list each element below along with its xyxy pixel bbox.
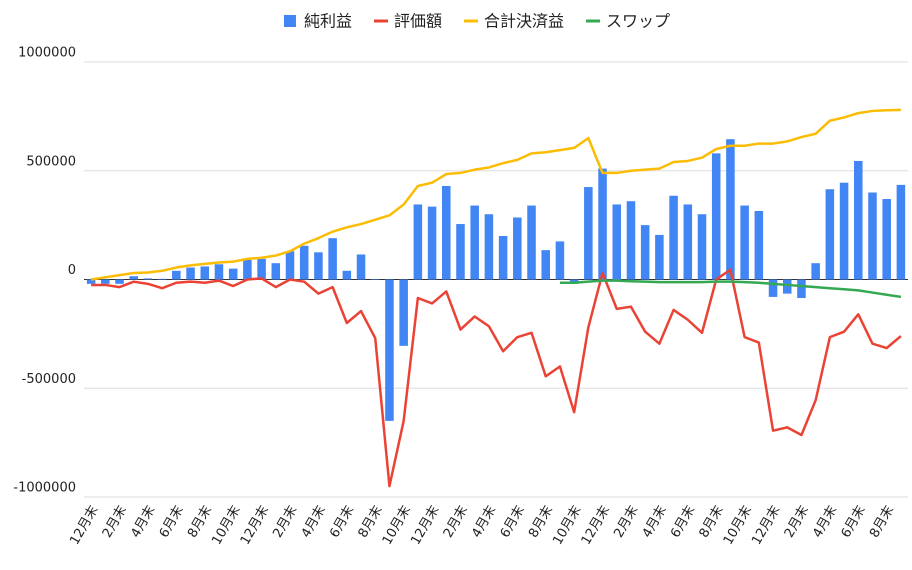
bar [157,278,167,280]
x-tick-label: 4月末 [128,503,158,540]
x-tick-label: 8月末 [185,503,215,540]
bar [811,263,820,280]
bar [129,276,138,280]
x-tick-label: 2月末 [782,503,812,540]
bar [754,210,764,280]
x-tick-label: 8月末 [356,503,386,540]
bar [640,225,650,280]
legend-label: 評価額 [394,12,442,31]
bar [243,259,252,280]
bar [868,192,877,280]
bar [399,279,408,346]
x-tick-label: 6月末 [839,503,869,540]
bar [498,236,508,280]
bar [527,205,536,280]
line [91,268,902,488]
bar [839,182,849,280]
bar [768,279,778,297]
bar [86,279,96,284]
bar [456,224,465,280]
bar [470,205,479,280]
x-tick-label: 2月末 [270,503,300,540]
x-tick-label: 4月末 [640,503,670,540]
x-tick-label: 6月末 [498,503,528,540]
x-tick-label: 8月末 [526,503,556,540]
line [559,279,902,299]
bar [285,251,295,280]
x-tick-label: 12月末 [67,503,101,547]
bar [413,204,423,280]
x-tick-label: 8月末 [697,503,727,540]
bar [555,241,565,280]
bar [854,160,863,280]
bar [740,205,749,280]
x-tick-label: 12月末 [579,503,613,547]
x-tick-label: 4月末 [299,503,329,540]
bar [697,214,707,280]
x-tick-label: 4月末 [469,503,499,540]
line [90,108,901,281]
x-tick-label: 12月末 [749,503,783,547]
y-tick-label: -1000000 [13,481,76,496]
legend-label: 合計決済益 [484,12,564,31]
bar [442,185,451,280]
bar [669,195,678,280]
y-tick-label: 0 [68,263,76,278]
bar [513,217,522,280]
bar [143,278,153,280]
bar [115,279,124,284]
x-tick-label: 6月末 [157,503,187,540]
bar [427,206,437,280]
x-tick-label: 4月末 [810,503,840,540]
bar [541,250,550,280]
bar [655,234,664,280]
bar [257,258,266,280]
bar [726,139,735,280]
bar [825,189,835,280]
x-tick-label: 2月末 [100,503,130,540]
bar [271,263,281,280]
bar [598,168,607,280]
bar [683,204,693,280]
x-tick-label: 8月末 [867,503,897,540]
bar [356,254,366,280]
bar [385,279,394,421]
bar [484,214,494,280]
bar [782,279,792,294]
bar [612,204,622,280]
bar [228,268,238,280]
bar [896,184,906,280]
y-tick-label: 500000 [26,154,76,169]
bar [342,270,352,280]
bar [797,279,806,298]
legend-label: 純利益 [304,12,352,31]
x-tick-label: 12月末 [408,503,442,547]
legend-label: スワップ [606,12,670,31]
bar [314,252,323,280]
x-tick-label: 2月末 [611,503,641,540]
legend-icon [283,15,296,27]
bar [584,187,593,280]
bar [299,245,309,280]
bar [711,153,721,280]
bar [626,201,636,280]
bar [370,279,380,280]
bar [214,264,224,280]
bar [172,270,181,280]
x-tick-label: 12月末 [238,503,272,547]
bar [186,267,195,280]
x-tick-label: 2月末 [441,503,471,540]
x-tick-label: 6月末 [327,503,357,540]
y-tick-label: 1000000 [18,46,76,61]
bar [328,238,337,280]
y-tick-label: -500000 [22,372,76,387]
bar [200,266,210,280]
bar [882,199,891,280]
x-tick-label: 6月末 [668,503,698,540]
bar [101,279,110,284]
